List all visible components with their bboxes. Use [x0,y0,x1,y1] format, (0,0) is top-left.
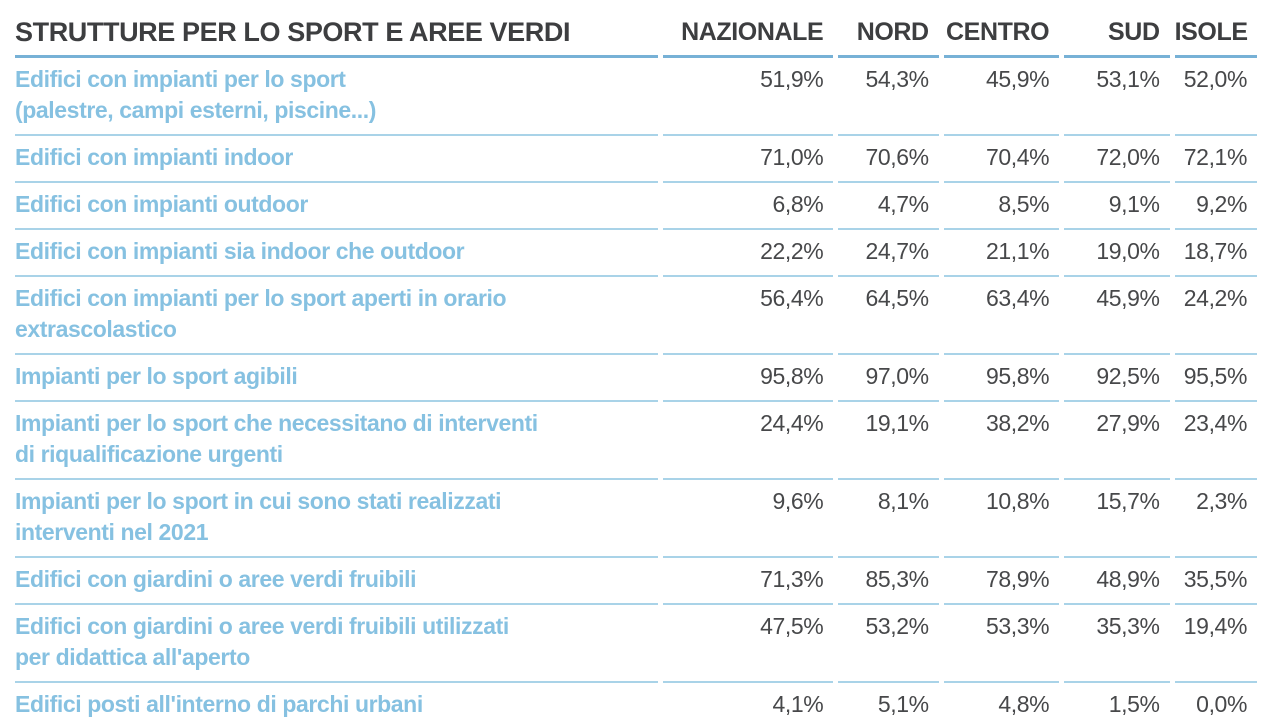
value-cell: 6,8% [662,183,834,230]
table-row: Edifici con impianti sia indoor che outd… [15,230,1257,277]
table-row: Edifici con impianti per lo sport (pales… [15,58,1257,136]
table-row: Edifici con impianti indoor 71,0% 70,6% … [15,136,1257,183]
value-cell: 4,1% [663,683,834,728]
value-cell: 24,2% [1174,277,1257,355]
value-cell: 85,3% [838,558,939,605]
col-header-nord: NORD [838,8,939,58]
value-cell: 9,6% [662,480,834,558]
value-cell: 70,6% [838,136,939,183]
value-cell: 95,8% [943,355,1060,402]
row-label: Edifici posti all'interno di parchi urba… [15,683,658,728]
header-row: STRUTTURE PER LO SPORT E AREE VERDI NAZI… [15,8,1257,58]
value-cell: 38,2% [943,402,1060,480]
value-cell: 48,9% [1064,558,1170,605]
col-header-centro: CENTRO [943,8,1060,58]
value-cell: 97,0% [838,355,939,402]
value-cell: 92,5% [1064,355,1170,402]
value-cell: 0,0% [1175,683,1257,728]
value-cell: 72,1% [1174,136,1257,183]
value-cell: 53,3% [943,605,1060,683]
value-cell: 21,1% [943,230,1060,277]
value-cell: 18,7% [1174,230,1257,277]
value-cell: 95,5% [1174,355,1257,402]
value-cell: 5,1% [838,683,938,728]
row-label: Edifici con impianti per lo sport (pales… [15,58,658,136]
row-label: Edifici con giardini o aree verdi fruibi… [15,605,658,683]
table-row: Edifici con impianti per lo sport aperti… [15,277,1257,355]
table-row: Edifici con giardini o aree verdi fruibi… [15,558,1257,605]
row-label: Edifici con impianti indoor [15,136,658,183]
table-row: Edifici con impianti outdoor 6,8% 4,7% 8… [15,183,1257,230]
value-cell: 63,4% [943,277,1060,355]
value-cell: 51,9% [662,58,834,136]
value-cell: 19,1% [838,402,939,480]
value-cell: 35,5% [1174,558,1257,605]
value-cell: 19,4% [1174,605,1257,683]
value-cell: 27,9% [1064,402,1170,480]
value-cell: 56,4% [662,277,834,355]
row-label: Impianti per lo sport agibili [15,355,658,402]
row-label: Impianti per lo sport che necessitano di… [15,402,658,480]
row-label: Impianti per lo sport in cui sono stati … [15,480,658,558]
value-cell: 71,0% [662,136,834,183]
table-row: Impianti per lo sport che necessitano di… [15,402,1257,480]
value-cell: 45,9% [943,58,1060,136]
row-label: Edifici con impianti per lo sport aperti… [15,277,658,355]
col-header-sud: SUD [1064,8,1170,58]
value-cell: 45,9% [1064,277,1170,355]
table-title: STRUTTURE PER LO SPORT E AREE VERDI [15,8,658,58]
sport-green-areas-table: STRUTTURE PER LO SPORT E AREE VERDI NAZI… [10,8,1262,728]
row-label: Edifici con impianti sia indoor che outd… [15,230,658,277]
row-label: Edifici con impianti outdoor [15,183,658,230]
value-cell: 9,2% [1174,183,1257,230]
value-cell: 64,5% [838,277,939,355]
value-cell: 53,1% [1064,58,1170,136]
value-cell: 24,7% [838,230,939,277]
value-cell: 15,7% [1064,480,1170,558]
row-label: Edifici con giardini o aree verdi fruibi… [15,558,658,605]
value-cell: 2,3% [1174,480,1257,558]
value-cell: 8,5% [943,183,1060,230]
table-row: Impianti per lo sport agibili 95,8% 97,0… [15,355,1257,402]
value-cell: 71,3% [662,558,834,605]
value-cell: 70,4% [943,136,1060,183]
value-cell: 4,7% [838,183,939,230]
value-cell: 23,4% [1174,402,1257,480]
value-cell: 54,3% [838,58,939,136]
value-cell: 95,8% [662,355,834,402]
value-cell: 4,8% [944,683,1059,728]
value-cell: 22,2% [662,230,834,277]
col-header-isole: ISOLE [1174,8,1257,58]
table-row: Edifici posti all'interno di parchi urba… [15,683,1257,728]
table-row: Impianti per lo sport in cui sono stati … [15,480,1257,558]
value-cell: 53,2% [838,605,939,683]
col-header-nazionale: NAZIONALE [662,8,834,58]
value-cell: 10,8% [943,480,1060,558]
table-row: Edifici con giardini o aree verdi fruibi… [15,605,1257,683]
value-cell: 1,5% [1064,683,1169,728]
value-cell: 78,9% [943,558,1060,605]
value-cell: 47,5% [662,605,834,683]
value-cell: 24,4% [662,402,834,480]
value-cell: 9,1% [1064,183,1170,230]
value-cell: 52,0% [1174,58,1257,136]
value-cell: 35,3% [1064,605,1170,683]
value-cell: 8,1% [838,480,939,558]
value-cell: 72,0% [1064,136,1170,183]
value-cell: 19,0% [1064,230,1170,277]
